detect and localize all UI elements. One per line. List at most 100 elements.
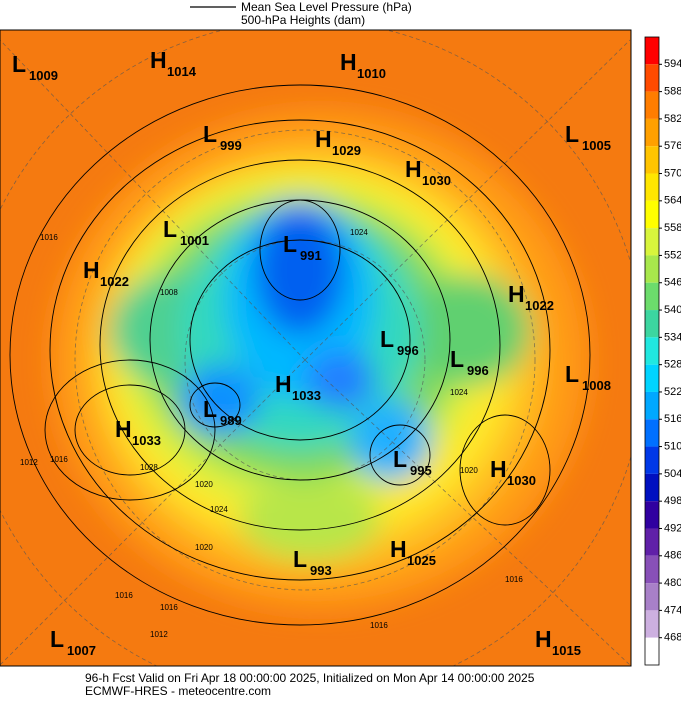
center-letter: H [390,536,407,562]
colorbar-tick-label: 576 [664,140,681,152]
isobar-label: 1024 [210,505,228,514]
center-letter: L [565,361,579,387]
isobar-label: 1016 [505,575,523,584]
center-pressure: 993 [310,563,332,578]
center-pressure: 1030 [422,173,451,188]
isobar-label: 1020 [195,480,213,489]
colorbar-segment [645,118,659,147]
colorbar-tick-label: 540 [664,304,681,316]
footer-valid: 96-h Fcst Valid on Fri Apr 18 00:00:00 2… [85,671,535,685]
center-pressure: 1030 [507,473,536,488]
colorbar-segment [645,419,659,447]
isobar-label: 1008 [160,288,178,297]
colorbar-tick-label: 558 [664,222,681,234]
center-pressure: 1033 [292,388,321,403]
center-pressure: 999 [220,138,242,153]
isobar-label: 1020 [460,466,478,475]
center-letter: L [50,626,64,652]
isobar-label: 1028 [140,463,158,472]
center-letter: H [508,281,525,307]
center-letter: L [293,546,307,572]
isobar-label: 1020 [195,543,213,552]
center-letter: L [163,216,177,242]
colorbar-tick-label: 498 [664,495,681,507]
colorbar-tick-label: 480 [664,577,681,589]
center-letter: L [203,121,217,147]
colorbar-segment [645,146,659,174]
colorbar-tick-label: 486 [664,550,681,562]
colorbar-segment [645,200,659,229]
center-pressure: 1015 [552,643,581,658]
colorbar-tick-label: 510 [664,440,681,452]
colorbar-tick-label: 528 [664,359,681,371]
center-pressure: 1022 [525,298,554,313]
isobar-label: 1016 [115,591,133,600]
center-pressure: 1010 [357,66,386,81]
colorbar-segment [645,501,659,529]
isobar-label: 1012 [20,458,38,467]
center-pressure: 1014 [167,64,197,79]
center-pressure: 1009 [29,68,58,83]
center-letter: L [203,396,217,422]
footer-source: ECMWF-HRES - meteocentre.com [85,684,271,698]
center-letter: H [83,257,100,283]
colorbar-segment [645,473,659,502]
center-letter: L [393,446,407,472]
colorbar-segment [645,337,659,365]
center-pressure: 1005 [582,138,611,153]
colorbar-tick-label: 570 [664,167,681,179]
center-pressure: 1007 [67,643,96,658]
isobar-label: 1016 [50,455,68,464]
center-pressure: 1033 [132,433,161,448]
center-letter: H [490,456,507,482]
colorbar-segment [645,37,659,65]
isobar-labels: 1016 1008 1012 1016 1028 1020 1024 1020 1016 1016… [20,228,523,639]
center-letter: H [405,156,422,182]
colorbar-segment [645,637,659,665]
colorbar-tick-label: 534 [664,331,681,343]
colorbar-segment [645,446,659,474]
center-letter: H [275,371,292,397]
colorbar-tick-label: 546 [664,277,681,289]
colorbar-segment [645,91,659,119]
map [0,30,631,666]
center-letter: H [340,49,357,75]
center-letter: H [115,416,132,442]
isobar-label: 1016 [370,621,388,630]
isobar-label: 1012 [150,630,168,639]
center-letter: H [315,126,332,152]
colorbar-segment [645,255,659,283]
center-letter: L [380,326,394,352]
colorbar-tick-label: 516 [664,413,681,425]
legend-mslp: Mean Sea Level Pressure (hPa) [241,0,412,14]
center-pressure: 1029 [332,143,361,158]
center-pressure: 989 [220,413,242,428]
isobar-label: 1024 [350,228,368,237]
colorbar-segment [645,173,659,201]
colorbar-segment [645,391,659,420]
center-pressure: 991 [300,248,322,263]
colorbar-tick-label: 582 [664,113,681,125]
colorbar-tick-label: 552 [664,249,681,261]
center-pressure: 1001 [180,233,209,248]
center-letter: L [12,51,26,77]
map-frame [0,29,632,667]
colorbar-tick-label: 588 [664,86,681,98]
colorbar-segment [645,282,659,311]
colorbar-tick-label: 492 [664,522,681,534]
colorbar-segment [645,583,659,611]
center-pressure: 1008 [582,378,611,393]
colorbar-segment [645,64,659,92]
center-pressure: 995 [410,463,432,478]
center-pressure: 996 [467,363,489,378]
colorbar-tick-label: 564 [664,195,681,207]
colorbar-segment [645,310,659,338]
colorbar: 594 588 582 576 570 564 558 552 546 540 534 528 522 5… [644,36,681,666]
center-pressure: 1022 [100,274,129,289]
colorbar-segment [645,610,659,638]
isobar-label: 1016 [160,603,178,612]
colorbar-tick-label: 594 [664,58,681,70]
colorbar-tick-label: 468 [664,632,681,644]
